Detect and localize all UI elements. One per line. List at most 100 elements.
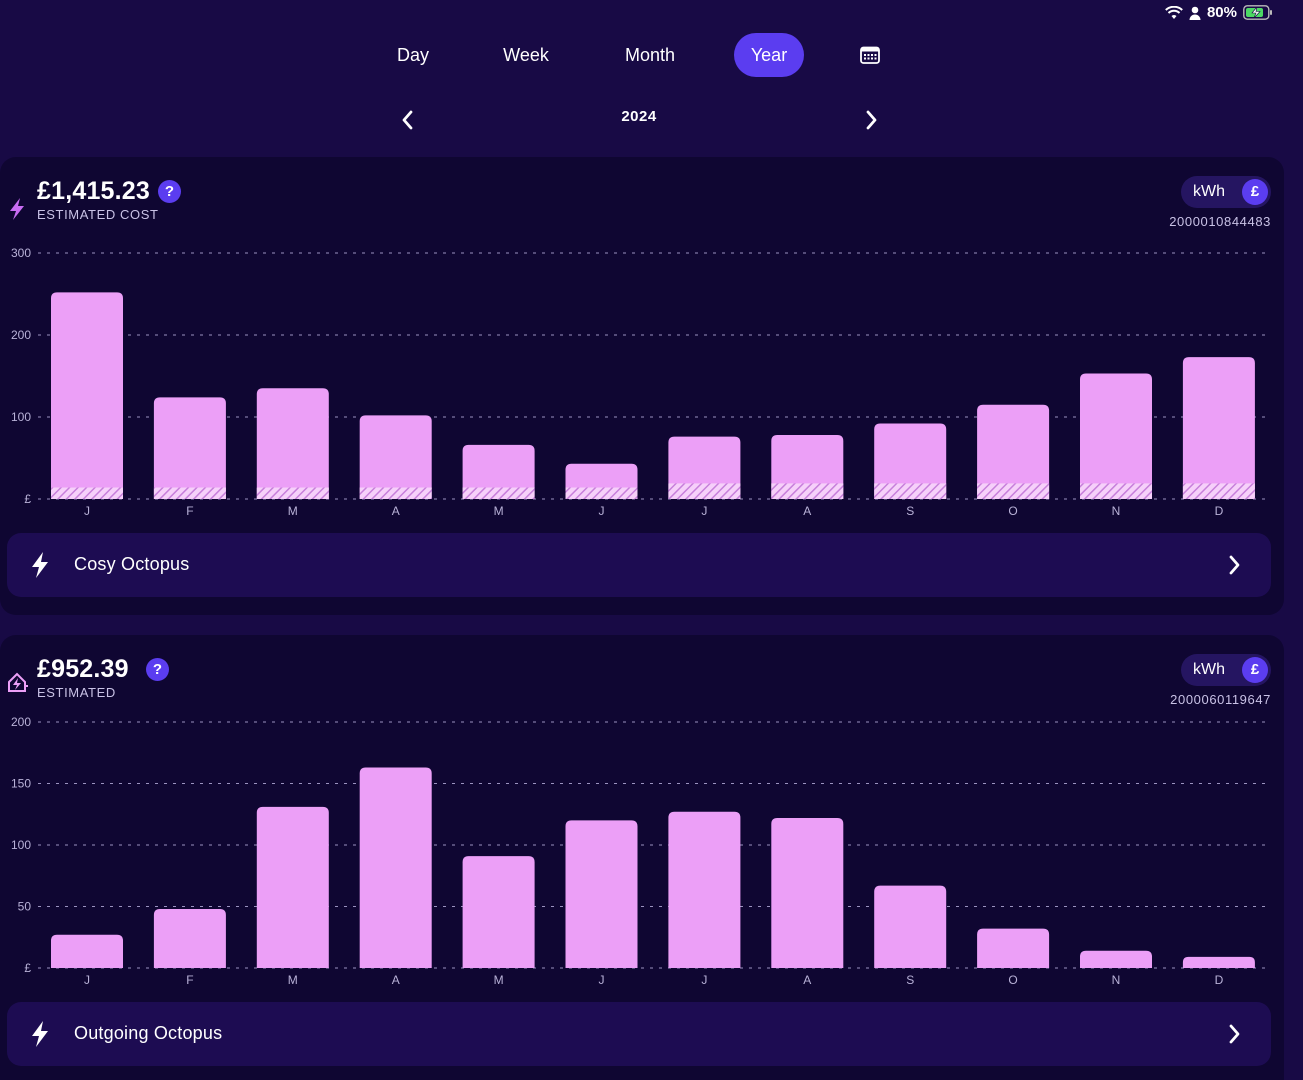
electricity-cost-chart: £100 200 300 J F M A M J J A S O N D	[11, 246, 1266, 518]
chart-bar[interactable]	[771, 435, 844, 499]
period-navigation: 2024	[0, 100, 1303, 140]
export-card: £952.39 ? ESTIMATED kWh £ 2000060119647 …	[0, 635, 1284, 1080]
x-tick-label: A	[803, 504, 811, 518]
chart-bar[interactable]	[256, 806, 329, 968]
chart-bar[interactable]	[565, 820, 638, 968]
chart-bar-standing-charge	[1080, 483, 1152, 499]
unit-kwh-option[interactable]: kWh	[1193, 661, 1225, 678]
chevron-left-icon[interactable]	[394, 106, 422, 134]
period-label: 2024	[621, 108, 657, 125]
chart-bar-standing-charge	[565, 487, 638, 499]
meter-number: 2000010844483	[1169, 214, 1271, 229]
chart-bar[interactable]	[977, 928, 1050, 968]
lightning-bolt-icon	[7, 197, 29, 221]
chart-bar[interactable]	[153, 397, 226, 499]
help-button[interactable]: ?	[146, 658, 169, 681]
x-tick-label: A	[392, 973, 400, 987]
chart-bar[interactable]	[1080, 950, 1152, 968]
chart-bar[interactable]	[359, 767, 432, 968]
battery-charging-icon	[1243, 5, 1273, 20]
x-tick-label: F	[186, 504, 193, 518]
unit-gbp-option[interactable]: £	[1242, 179, 1268, 205]
chart-bar[interactable]	[668, 811, 741, 968]
chart-bar[interactable]	[771, 817, 844, 968]
x-tick-label: J	[599, 973, 605, 987]
y-tick-label: 300	[11, 246, 31, 260]
lightning-bolt-icon	[29, 551, 51, 584]
y-tick-label: 100	[11, 838, 31, 852]
estimated-cost-amount: £1,415.23	[37, 177, 151, 205]
estimated-export-caption: ESTIMATED	[37, 685, 116, 700]
chart-bar[interactable]	[874, 885, 947, 968]
y-tick-label: 50	[18, 900, 32, 914]
tab-day[interactable]: Day	[396, 45, 429, 65]
tariff-row-outgoing-octopus[interactable]: Outgoing Octopus	[7, 1002, 1271, 1066]
chart-bar-standing-charge	[256, 487, 329, 499]
x-tick-label: N	[1112, 504, 1121, 518]
chart-bar[interactable]	[51, 934, 123, 968]
x-tick-label: O	[1008, 973, 1017, 987]
chart-bar[interactable]	[153, 908, 226, 968]
chevron-right-icon[interactable]	[857, 106, 885, 134]
chart-bar[interactable]	[51, 292, 123, 499]
tab-year[interactable]: Year	[734, 33, 804, 77]
x-tick-label: D	[1215, 973, 1224, 987]
x-tick-label: A	[392, 504, 400, 518]
unit-toggle: kWh £	[1181, 176, 1271, 208]
chart-bar-standing-charge	[771, 483, 844, 499]
chart-bar[interactable]	[256, 388, 329, 499]
x-tick-label: J	[701, 973, 707, 987]
x-tick-label: J	[84, 504, 90, 518]
chart-bar-standing-charge	[462, 487, 535, 499]
chart-bar[interactable]	[874, 423, 947, 499]
tab-month[interactable]: Month	[624, 45, 676, 65]
solar-home-icon	[7, 671, 29, 695]
x-tick-label: S	[906, 973, 914, 987]
chart-bar-standing-charge	[874, 483, 947, 499]
chart-bar[interactable]	[1182, 956, 1255, 968]
x-tick-label: J	[599, 504, 605, 518]
help-button[interactable]: ?	[158, 180, 181, 203]
chart-bar[interactable]	[668, 436, 741, 499]
x-tick-label: M	[494, 504, 504, 518]
y-tick-label: 200	[11, 328, 31, 342]
x-tick-label: S	[906, 504, 914, 518]
person-icon	[1189, 6, 1201, 20]
estimated-cost-caption: ESTIMATED COST	[37, 207, 159, 222]
chart-bar-standing-charge	[668, 483, 741, 499]
unit-kwh-option[interactable]: kWh	[1193, 183, 1225, 200]
chart-bar[interactable]	[1182, 357, 1255, 499]
y-tick-label: £	[24, 492, 31, 506]
lightning-bolt-icon	[29, 1020, 51, 1053]
tariff-row-cosy-octopus[interactable]: Cosy Octopus	[7, 533, 1271, 597]
x-tick-label: A	[803, 973, 811, 987]
chart-bar-standing-charge	[977, 483, 1050, 499]
chart-bar-standing-charge	[1182, 483, 1255, 499]
tab-week[interactable]: Week	[503, 45, 549, 65]
period-tabs: Day Week Month Year	[0, 33, 1303, 77]
chart-bar[interactable]	[1080, 373, 1152, 499]
y-tick-label: 100	[11, 410, 31, 424]
unit-gbp-option[interactable]: £	[1242, 657, 1268, 683]
y-tick-label: £	[24, 961, 31, 975]
chart-bar[interactable]	[359, 415, 432, 499]
x-tick-label: F	[186, 973, 193, 987]
x-tick-label: D	[1215, 504, 1224, 518]
x-tick-label: O	[1008, 504, 1017, 518]
chart-bar[interactable]	[462, 444, 535, 499]
x-tick-label: N	[1112, 973, 1121, 987]
estimated-export-amount: £952.39	[37, 655, 129, 683]
unit-toggle: kWh £	[1181, 654, 1271, 686]
chevron-right-icon	[1227, 1024, 1241, 1049]
meter-number: 2000060119647	[1170, 692, 1271, 707]
calendar-icon[interactable]	[857, 44, 883, 66]
chart-bar[interactable]	[977, 404, 1050, 499]
chart-bar-standing-charge	[51, 487, 123, 499]
export-earnings-chart: £50 100 150 200 J F M A M J J A S O N D	[11, 715, 1266, 987]
chart-bar[interactable]	[462, 856, 535, 968]
chart-bar-standing-charge	[153, 487, 226, 499]
y-tick-label: 150	[11, 777, 31, 791]
chevron-right-icon	[1227, 555, 1241, 580]
chart-bar-standing-charge	[359, 487, 432, 499]
tariff-name: Cosy Octopus	[74, 554, 190, 574]
